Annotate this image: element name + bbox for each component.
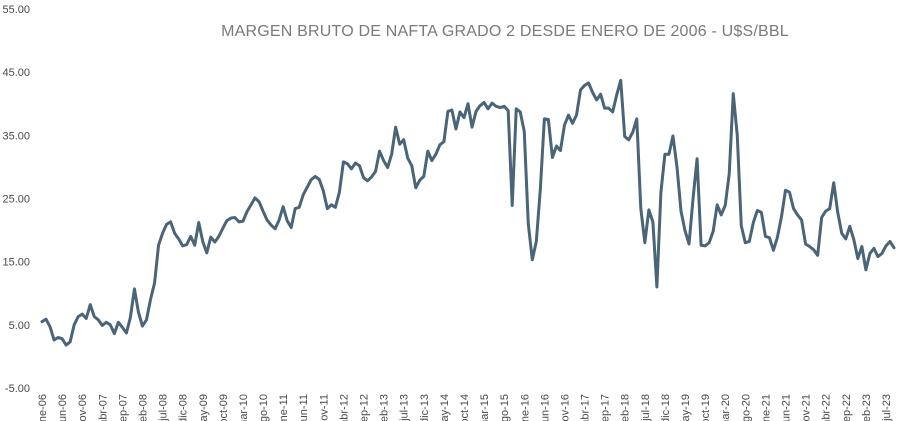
x-tick-label: abr-22 [821, 394, 833, 421]
x-axis: ene-06 jun-06 nov-06 abr-07 sep-07 feb-08 jul-… [37, 394, 893, 421]
x-tick-label: jun-06 [57, 394, 69, 421]
x-tick-label: feb-13 [379, 394, 391, 421]
x-tick-label: abr-17 [580, 394, 592, 421]
x-tick-label: jun-16 [539, 394, 551, 421]
y-tick-label: 5.00 [9, 320, 30, 332]
x-tick-label: sep-12 [359, 394, 371, 421]
x-tick-label: nov-21 [801, 394, 813, 421]
x-tick-label: abr-12 [338, 394, 350, 421]
x-tick-label: feb-23 [861, 394, 873, 421]
x-tick-label: nov-16 [559, 394, 571, 421]
x-tick-label: ene-16 [519, 394, 531, 421]
x-tick-label: sep-07 [117, 394, 129, 421]
y-tick-label: 55.00 [2, 4, 30, 16]
x-tick-label: nov-11 [318, 394, 330, 421]
x-tick-label: jul-23 [881, 394, 893, 421]
x-tick-label: ene-06 [37, 394, 49, 421]
y-axis: -5.00 5.00 15.00 25.00 35.00 45.00 55.00 [2, 4, 30, 395]
x-tick-label: dic-18 [660, 394, 672, 421]
x-tick-label: feb-18 [620, 394, 632, 421]
x-tick-label: may-14 [439, 394, 451, 421]
x-tick-label: may-09 [198, 394, 210, 421]
x-tick-label: abr-07 [97, 394, 109, 421]
x-tick-label: sep-17 [600, 394, 612, 421]
x-tick-label: nov-06 [77, 394, 89, 421]
x-tick-label: mar-15 [479, 394, 491, 421]
x-tick-label: oct-14 [459, 394, 471, 421]
chart-title: MARGEN BRUTO DE NAFTA GRADO 2 DESDE ENER… [221, 23, 789, 40]
x-tick-label: ene-21 [760, 394, 772, 421]
x-tick-label: oct-09 [218, 394, 230, 421]
series-line [40, 78, 896, 347]
x-tick-label: jul-18 [640, 394, 652, 421]
x-tick-label: ene-11 [278, 394, 290, 421]
y-tick-label: 25.00 [2, 194, 30, 206]
x-tick-label: sep-22 [841, 394, 853, 421]
x-tick-label: jul-08 [158, 394, 170, 421]
series-layer [40, 78, 896, 347]
x-tick-label: mar-10 [238, 394, 250, 421]
x-tick-label: ago-20 [740, 394, 752, 421]
x-tick-label: oct-19 [700, 394, 712, 421]
x-tick-label: dic-08 [178, 394, 190, 421]
y-tick-label: 35.00 [2, 130, 30, 142]
x-tick-label: ago-10 [258, 394, 270, 421]
y-tick-label: 15.00 [2, 257, 30, 269]
x-tick-label: dic-13 [419, 394, 431, 421]
x-tick-label: jun-11 [298, 394, 310, 421]
x-tick-label: may-19 [680, 394, 692, 421]
x-tick-label: jun-21 [780, 394, 792, 421]
y-tick-label: -5.00 [5, 383, 30, 395]
x-tick-label: jul-13 [399, 394, 411, 421]
x-tick-label: feb-08 [137, 394, 149, 421]
x-tick-label: mar-20 [720, 394, 732, 421]
x-tick-label: ago-15 [499, 394, 511, 421]
y-tick-label: 45.00 [2, 67, 30, 79]
